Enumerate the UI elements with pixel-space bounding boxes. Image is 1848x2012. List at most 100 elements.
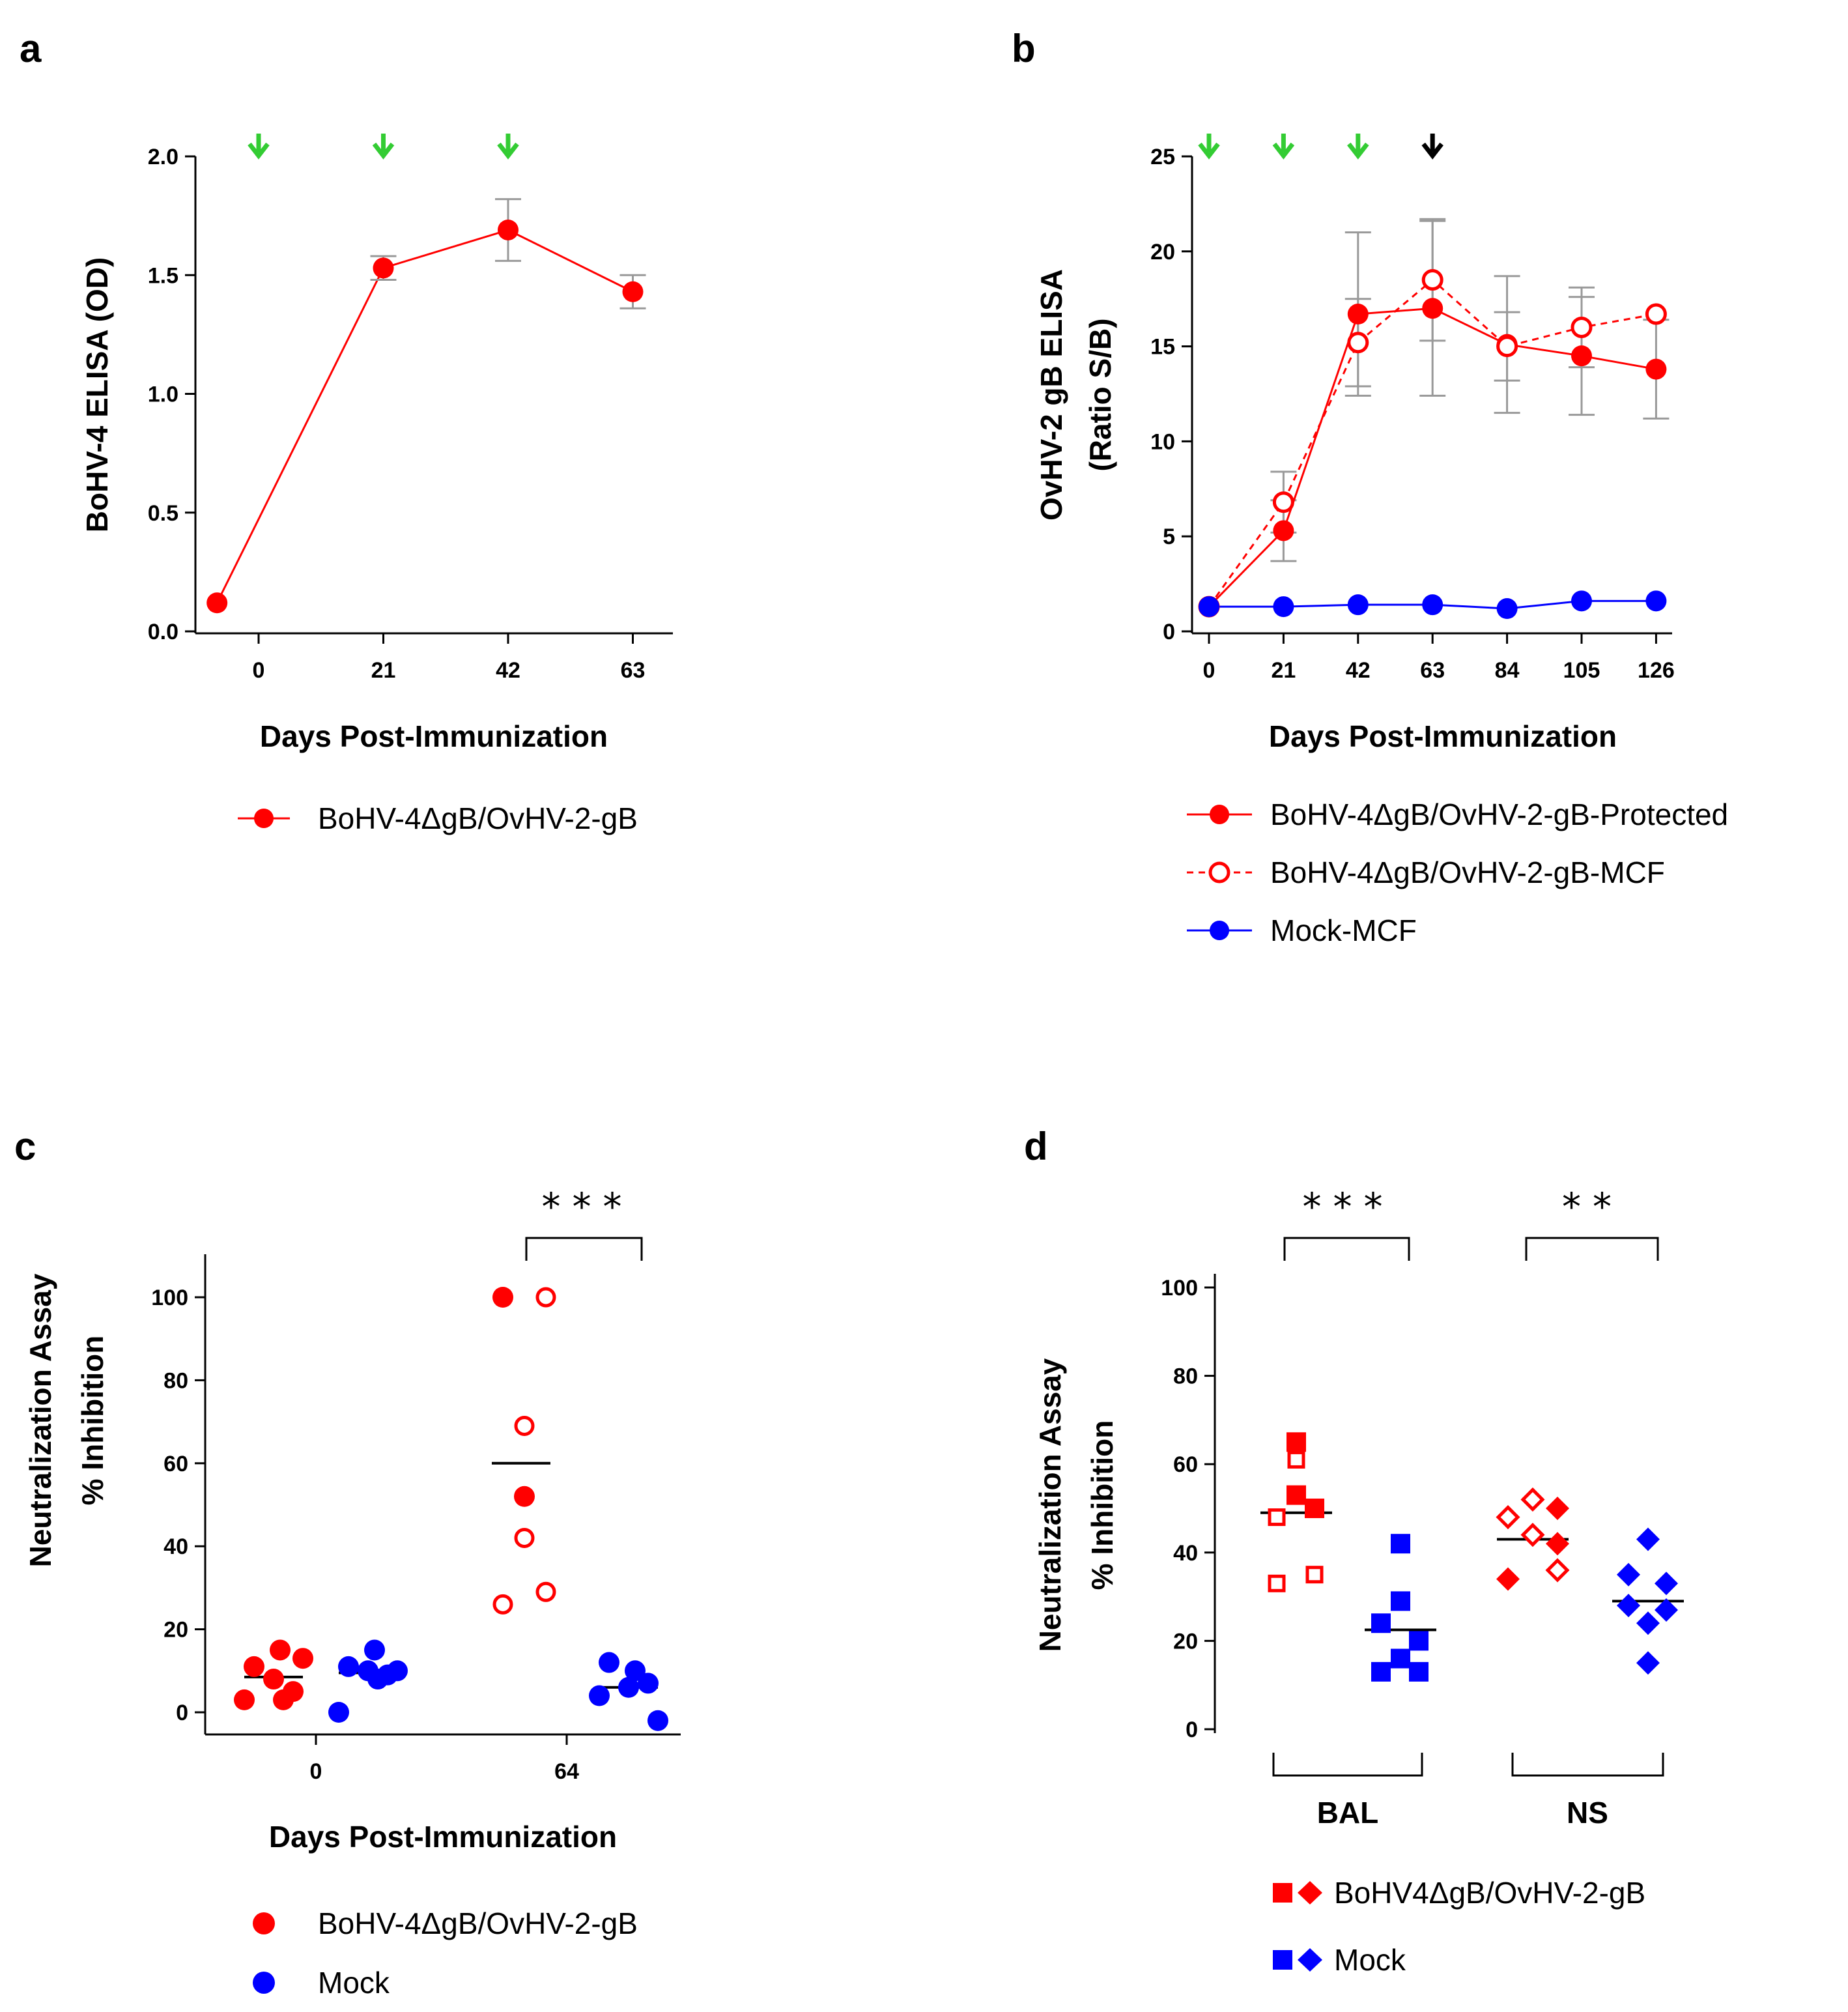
panel-c-legend-entry-2: Mock [318, 1966, 390, 2000]
panel-a-x-tick-label: 0 [253, 658, 265, 683]
panel-b-data-point [1273, 520, 1294, 541]
panel-d-data-point-square [1391, 1591, 1410, 1611]
panel-b-data-point-open [1571, 316, 1593, 338]
legend-marker-red-square [1273, 1883, 1292, 1903]
panel-d-category-ns: NS [1567, 1796, 1608, 1830]
panel-b-x-tick-label: 0 [1203, 658, 1215, 683]
panel-c-significance-stars: *** [542, 1185, 634, 1229]
green-arrow-icon [497, 134, 519, 160]
panel-d-legend-entry-2: Mock [1334, 1943, 1406, 1977]
panel-d-data-point-diamond [1636, 1611, 1660, 1635]
panel-b-data-point [1422, 594, 1443, 616]
panel-b-data-point [1273, 596, 1294, 618]
panel-d-data-point-square [1391, 1648, 1410, 1669]
panel-c-data-point [618, 1676, 639, 1698]
panel-d-data-point-diamond [1546, 1532, 1569, 1556]
panel-b-x-tick-label: 42 [1346, 658, 1371, 683]
panel-b-data-point [1645, 590, 1667, 612]
panel-d-y-tick-label: 60 [1173, 1452, 1198, 1477]
panel-b-x-tick-label: 84 [1495, 658, 1520, 683]
panel-b: b 0 5 10 15 20 25 0 21 42 63 84 105 126 OvHV-2 gB E… [1012, 27, 1728, 947]
legend-marker-red-filled-circle [1210, 805, 1229, 824]
panel-b-legend: BoHV-4ΔgB/OvHV-2-gB-Protected BoHV-4ΔgB/… [1187, 798, 1728, 947]
panel-d-significance-stars-bal: *** [1303, 1185, 1395, 1229]
panel-b-y-tick-label: 5 [1163, 525, 1175, 549]
green-arrow-icon [1272, 134, 1295, 160]
panel-b-x-tick-label: 126 [1638, 658, 1675, 683]
panel-d-data-point-diamond [1655, 1598, 1678, 1622]
panel-a-x-tick-label: 21 [371, 658, 396, 683]
panel-d-data-point-diamond [1496, 1567, 1520, 1591]
panel-d-y-axis-label-line2: % Inhibition [1085, 1420, 1119, 1590]
panel-c-data-point [367, 1669, 388, 1690]
panel-d-data-point-open-square [1305, 1566, 1324, 1584]
panel-a-series-line [216, 229, 634, 603]
panel-b-x-tick-label: 21 [1271, 658, 1296, 683]
panel-d-data-point-diamond [1655, 1572, 1678, 1596]
panel-c-y-axis-label-line2: % Inhibition [76, 1336, 109, 1506]
panel-b-data-point [1422, 298, 1443, 319]
panel-c-data-point [273, 1689, 294, 1710]
panel-d-significance-bracket-ns: ** [1525, 1185, 1659, 1261]
panel-a-data-point [498, 219, 519, 240]
panel-c-data-point [589, 1685, 610, 1706]
panel-d-data-point-open-square [1268, 1508, 1286, 1527]
panel-b-x-axis-label: Days Post-Immunization [1269, 719, 1617, 753]
panel-d-data-point-diamond [1617, 1594, 1640, 1618]
legend-marker-red-diamond [1298, 1881, 1322, 1904]
panel-c-y-tick-label: 100 [151, 1286, 188, 1310]
panel-a-data-point [622, 281, 644, 302]
panel-c-data-point [292, 1648, 313, 1669]
panel-c-data-point [638, 1673, 659, 1694]
panel-d-data-point-open-diamond [1545, 1558, 1570, 1583]
panel-letter-d: d [1024, 1125, 1048, 1168]
panel-c-data-point [387, 1660, 408, 1682]
panel-c-data-point-open [492, 1594, 513, 1615]
panel-d-data-point-open-diamond [1496, 1505, 1520, 1530]
panel-d-y-tick-label: 80 [1173, 1364, 1198, 1389]
panel-b-data-point-open [1645, 303, 1667, 325]
panel-a-x-tick-label: 42 [496, 658, 520, 683]
panel-a: a 0.0 0.5 1.0 1.5 2.0 0 21 42 63 BoHV-4 ELISA (… [20, 27, 673, 835]
green-arrow-icon [248, 134, 270, 160]
legend-marker-red-circle [254, 809, 274, 828]
panel-a-legend-entry-1: BoHV-4ΔgB/OvHV-2-gB [318, 801, 638, 835]
panel-a-y-tick-label: 0.5 [148, 501, 178, 526]
panel-c-y-tick-label: 60 [163, 1452, 188, 1476]
panel-d-data-point-square [1286, 1485, 1306, 1505]
panel-d-data-point-square [1409, 1661, 1429, 1682]
panel-a-x-tick-label: 63 [621, 658, 646, 683]
panel-d-data-point-square [1305, 1499, 1324, 1518]
panel-d-legend: BoHV4ΔgB/OvHV-2-gB Mock [1273, 1876, 1645, 1977]
panel-a-x-axis-label: Days Post-Immunization [260, 719, 608, 753]
legend-marker-blue-circle [253, 1972, 275, 1994]
panel-b-data-point [1347, 304, 1369, 325]
panel-d-y-tick-label: 0 [1186, 1717, 1198, 1742]
green-arrow-icon [1347, 134, 1369, 160]
panel-b-data-point [1347, 594, 1369, 616]
panel-d-significance-stars-ns: ** [1562, 1185, 1623, 1229]
panel-d-significance-bracket-bal: *** [1283, 1185, 1410, 1261]
panel-c-x-tick-label: 64 [554, 1759, 579, 1784]
panel-b-y-tick-label: 20 [1150, 240, 1175, 265]
panel-d: d 0 20 40 60 80 100 Neutralization Assay % In… [1024, 1125, 1684, 1977]
panel-c-legend: BoHV-4ΔgB/OvHV-2-gB Mock [253, 1906, 638, 2000]
panel-c-y-tick-label: 40 [163, 1534, 188, 1559]
panel-b-y-tick-label: 0 [1163, 620, 1175, 644]
panel-b-data-point [1645, 358, 1667, 380]
panel-b-data-point [1571, 345, 1592, 367]
panel-b-legend-entry-1: BoHV-4ΔgB/OvHV-2-gB-Protected [1270, 798, 1728, 831]
panel-c-data-point [263, 1669, 284, 1690]
panel-c-data-point-open [514, 1527, 535, 1548]
legend-marker-blue-circle [1210, 921, 1229, 940]
panel-a-y-tick-label: 2.0 [148, 145, 178, 169]
panel-b-x-tick-label: 105 [1563, 658, 1600, 683]
panel-a-legend: BoHV-4ΔgB/OvHV-2-gB [238, 801, 638, 835]
panel-d-data-point-diamond [1636, 1651, 1660, 1675]
legend-marker-blue-diamond [1298, 1948, 1322, 1972]
panel-c-data-point [599, 1652, 619, 1673]
panel-d-data-point-square [1371, 1661, 1391, 1682]
panel-d-y-axis-label-line1: Neutralization Assay [1033, 1358, 1067, 1652]
panel-letter-b: b [1012, 27, 1036, 70]
